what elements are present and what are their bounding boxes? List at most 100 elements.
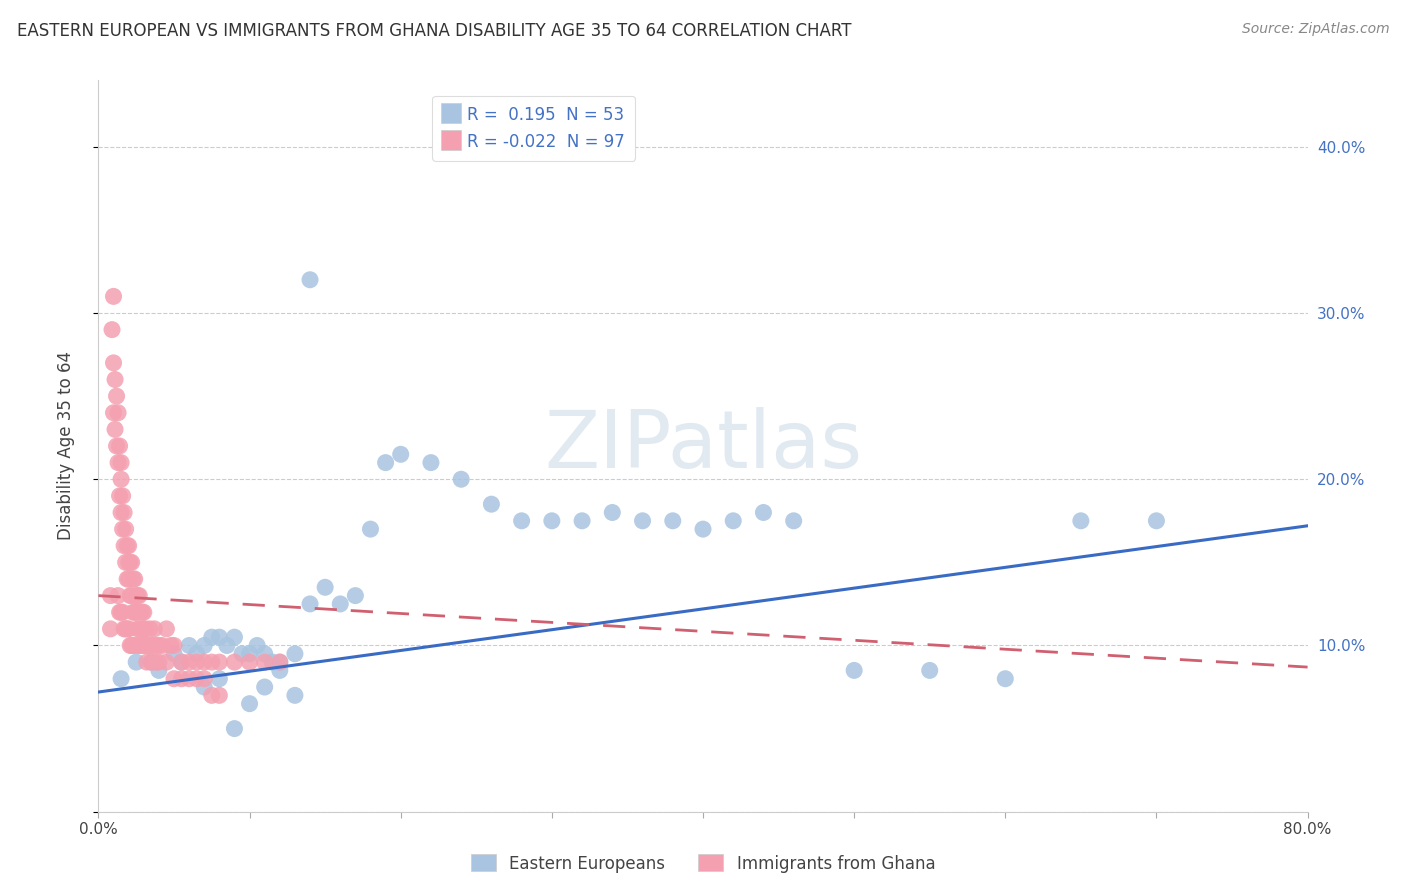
Point [201, 689, 224, 703]
Point [170, 672, 193, 686]
Point [145, 639, 167, 653]
Point [110, 506, 132, 520]
Point [631, 514, 654, 528]
Point [111, 522, 134, 536]
Point [783, 514, 806, 528]
Point [299, 273, 322, 287]
Point [112, 506, 135, 520]
Point [262, 655, 284, 669]
Text: EASTERN EUROPEAN VS IMMIGRANTS FROM GHANA DISABILITY AGE 35 TO 64 CORRELATION CH: EASTERN EUROPEAN VS IMMIGRANTS FROM GHAN… [17, 22, 852, 40]
Point [844, 664, 866, 678]
Point [114, 622, 136, 636]
Point [239, 697, 262, 711]
Point [163, 672, 186, 686]
Point [186, 647, 208, 661]
Point [121, 555, 143, 569]
Point [186, 672, 208, 686]
Point [208, 689, 231, 703]
Point [215, 639, 238, 653]
Point [269, 664, 291, 678]
Point [141, 655, 163, 669]
Point [163, 647, 186, 661]
Point [127, 589, 149, 603]
Point [132, 605, 155, 619]
Point [179, 672, 201, 686]
Point [121, 639, 143, 653]
Point [143, 622, 166, 636]
Point [253, 680, 276, 694]
Point [127, 622, 149, 636]
Point [481, 497, 503, 511]
Point [125, 655, 148, 669]
Point [114, 522, 136, 536]
Point [111, 605, 134, 619]
Point [142, 639, 165, 653]
Point [692, 522, 714, 536]
Point [148, 664, 170, 678]
Point [540, 514, 562, 528]
Point [125, 639, 148, 653]
Point [141, 639, 163, 653]
Point [105, 439, 128, 453]
Point [104, 422, 127, 436]
Point [134, 639, 156, 653]
Point [122, 639, 145, 653]
Point [124, 572, 146, 586]
Point [112, 622, 135, 636]
Point [115, 572, 138, 586]
Point [160, 639, 183, 653]
Point [115, 622, 138, 636]
Point [135, 655, 157, 669]
Point [125, 589, 148, 603]
Point [224, 630, 246, 644]
Point [124, 605, 146, 619]
Point [132, 622, 155, 636]
Point [131, 605, 153, 619]
Point [155, 622, 177, 636]
Point [115, 539, 138, 553]
Point [284, 647, 307, 661]
Point [112, 539, 135, 553]
Point [107, 456, 129, 470]
Point [329, 597, 352, 611]
Point [224, 655, 246, 669]
Point [284, 689, 307, 703]
Point [246, 639, 269, 653]
Point [420, 456, 443, 470]
Point [344, 589, 367, 603]
Point [231, 647, 253, 661]
Point [118, 555, 141, 569]
Point [128, 622, 150, 636]
Point [120, 555, 142, 569]
Point [389, 447, 412, 461]
Point [122, 605, 145, 619]
Point [108, 489, 131, 503]
Point [105, 389, 128, 403]
Point [110, 605, 132, 619]
Point [239, 647, 262, 661]
Point [107, 406, 129, 420]
Point [179, 655, 201, 669]
Point [110, 672, 132, 686]
Point [602, 506, 624, 520]
Point [208, 655, 231, 669]
Point [128, 639, 150, 653]
Text: Source: ZipAtlas.com: Source: ZipAtlas.com [1241, 22, 1389, 37]
Point [118, 572, 141, 586]
Point [208, 672, 231, 686]
Point [179, 639, 201, 653]
Point [120, 639, 142, 653]
Point [510, 514, 533, 528]
Point [107, 589, 129, 603]
Point [139, 622, 162, 636]
Point [111, 489, 134, 503]
Point [118, 539, 141, 553]
Point [208, 630, 231, 644]
Point [193, 672, 215, 686]
Point [132, 639, 155, 653]
Point [186, 655, 208, 669]
Point [114, 555, 136, 569]
Point [1070, 514, 1092, 528]
Point [129, 605, 152, 619]
Point [201, 630, 224, 644]
